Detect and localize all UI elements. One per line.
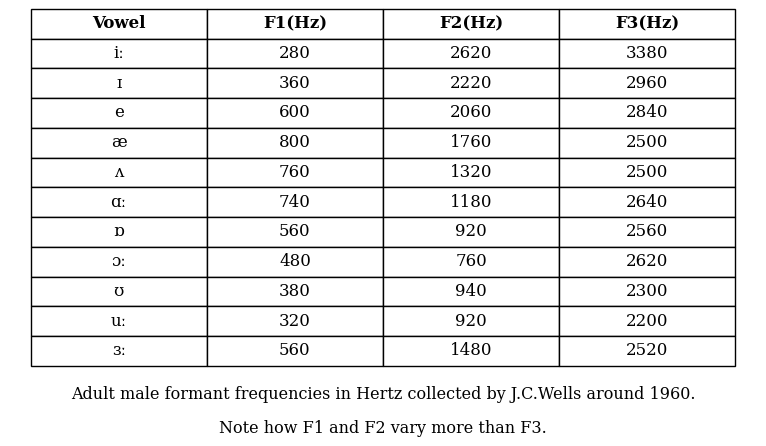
Text: Adult male formant frequencies in Hertz collected by J.C.Wells around 1960.: Adult male formant frequencies in Hertz … <box>70 386 696 403</box>
Text: Note how F1 and F2 vary more than F3.: Note how F1 and F2 vary more than F3. <box>219 420 547 437</box>
